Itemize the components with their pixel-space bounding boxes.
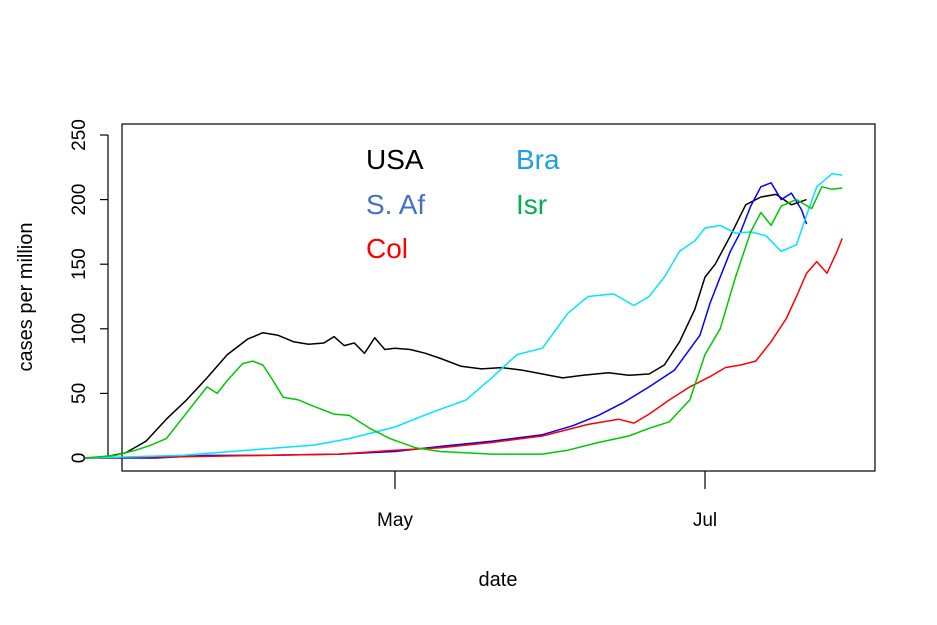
series-line-isr — [84, 185, 843, 459]
legend: USA S. Af Col Bra Isr — [366, 144, 560, 264]
y-tick-label: 100 — [69, 313, 90, 345]
legend-label-isr: Isr — [516, 189, 547, 220]
y-tick-label: 0 — [69, 453, 90, 464]
legend-label-usa: USA — [366, 144, 424, 175]
legend-label-bra: Bra — [516, 144, 560, 175]
y-tick-label: 250 — [69, 119, 90, 151]
x-tick-label: May — [377, 510, 413, 531]
x-tick-label: Jul — [693, 510, 717, 531]
y-tick-label: 150 — [69, 248, 90, 280]
x-axis: May Jul — [377, 471, 717, 531]
y-axis: 0 50 100 150 200 250 — [69, 119, 109, 464]
y-tick-label: 200 — [69, 184, 90, 216]
x-axis-title: date — [479, 569, 518, 591]
series-line-bra — [84, 173, 843, 459]
series-line-s-af — [85, 182, 808, 459]
series-line-col — [84, 238, 843, 459]
legend-label-s-af: S. Af — [366, 189, 425, 220]
series-group — [84, 173, 843, 459]
legend-label-col: Col — [366, 233, 408, 264]
y-axis-title: cases per million — [15, 223, 37, 372]
series-line-usa — [84, 193, 807, 459]
plot-frame — [121, 123, 876, 472]
y-tick-label: 50 — [69, 383, 90, 404]
